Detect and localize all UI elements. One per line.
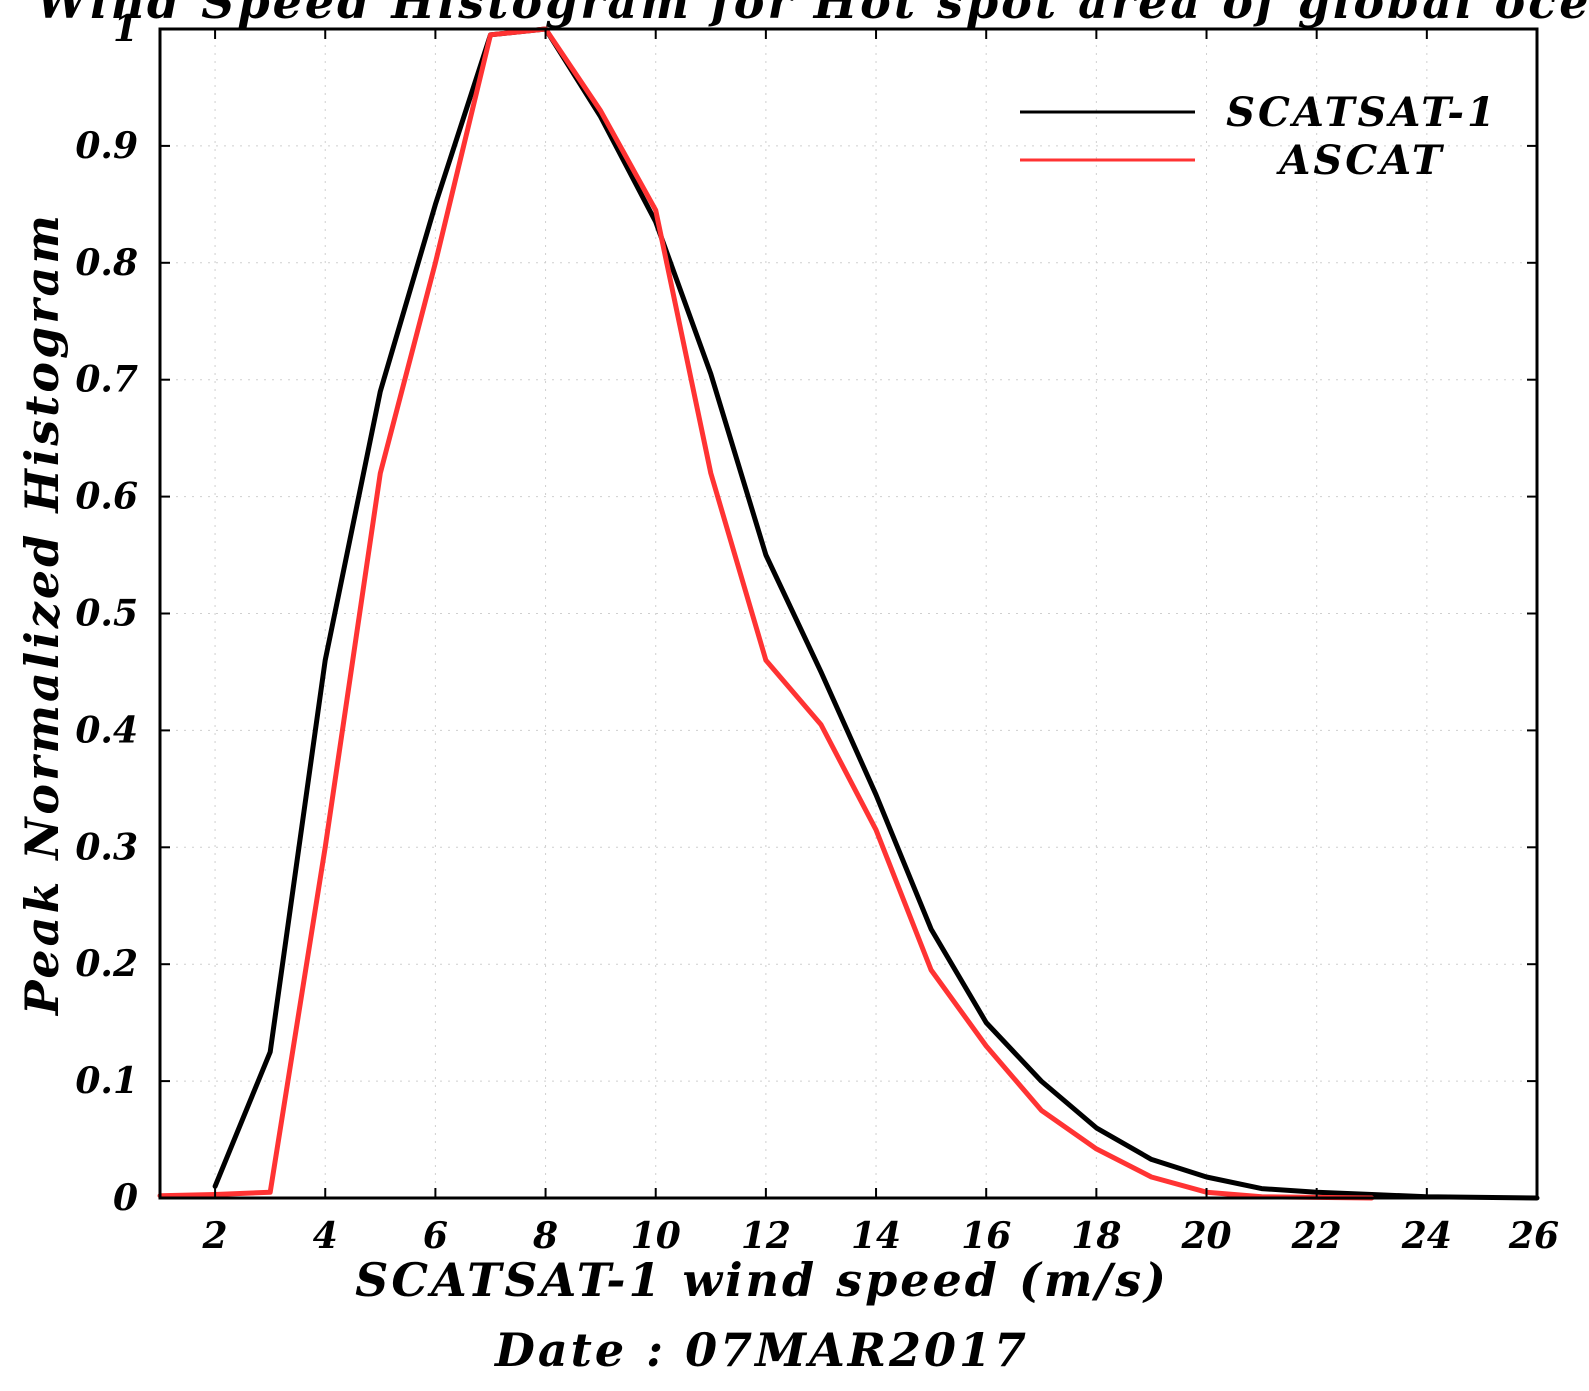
x-tick-label: 16	[961, 1215, 1011, 1257]
series-line-ascat	[157, 26, 1375, 1201]
x-tick-label: 4	[313, 1215, 338, 1257]
x-tick-label: 10	[631, 1215, 681, 1257]
x-tick-label: 8	[532, 1215, 558, 1257]
x-tick-label: 2	[202, 1215, 228, 1257]
x-tick-label: 18	[1071, 1215, 1121, 1257]
date-label: Date : 07MAR2017	[493, 1323, 1029, 1377]
x-axis-title: SCATSAT-1 wind speed (m/s)	[355, 1253, 1169, 1307]
x-tick-label: 20	[1180, 1215, 1231, 1257]
x-tick-label: 24	[1401, 1215, 1452, 1257]
y-tick-label: 0.3	[75, 826, 138, 868]
grid	[160, 29, 1537, 1198]
x-tick-label: 12	[741, 1215, 791, 1257]
y-tick-label: 0.2	[75, 943, 138, 985]
y-tick-label: 0.8	[75, 242, 138, 284]
y-tick-label: 0.1	[75, 1060, 138, 1102]
x-tick-label: 14	[851, 1215, 901, 1257]
x-axis-ticks: 2 4 6 8 10 12 14 16 18 20 22 24 26	[202, 29, 1559, 1257]
x-tick-label: 22	[1291, 1215, 1342, 1257]
y-axis-title: Peak Normalized Histogram	[15, 212, 69, 1017]
chart-title: Wind Speed Histogram for Hot spot area o…	[36, 0, 1589, 29]
legend-label: ASCAT	[1275, 137, 1445, 184]
y-tick-label: 0.7	[75, 359, 138, 401]
y-axis-ticks: 0 0.1 0.2 0.3 0.4 0.5 0.6 0.7 0.8 0.9 1	[75, 8, 1537, 1219]
y-tick-label: 0.4	[75, 709, 138, 751]
y-tick-label: 0.9	[75, 125, 138, 167]
x-tick-label: 26	[1508, 1215, 1559, 1257]
y-tick-label: 1	[113, 8, 138, 50]
x-tick-label: 6	[423, 1215, 448, 1257]
y-tick-label: 0	[113, 1177, 138, 1219]
y-tick-label: 0.6	[75, 476, 138, 518]
y-tick-label: 0.5	[75, 593, 138, 635]
legend-label: SCATSAT-1	[1226, 89, 1498, 136]
